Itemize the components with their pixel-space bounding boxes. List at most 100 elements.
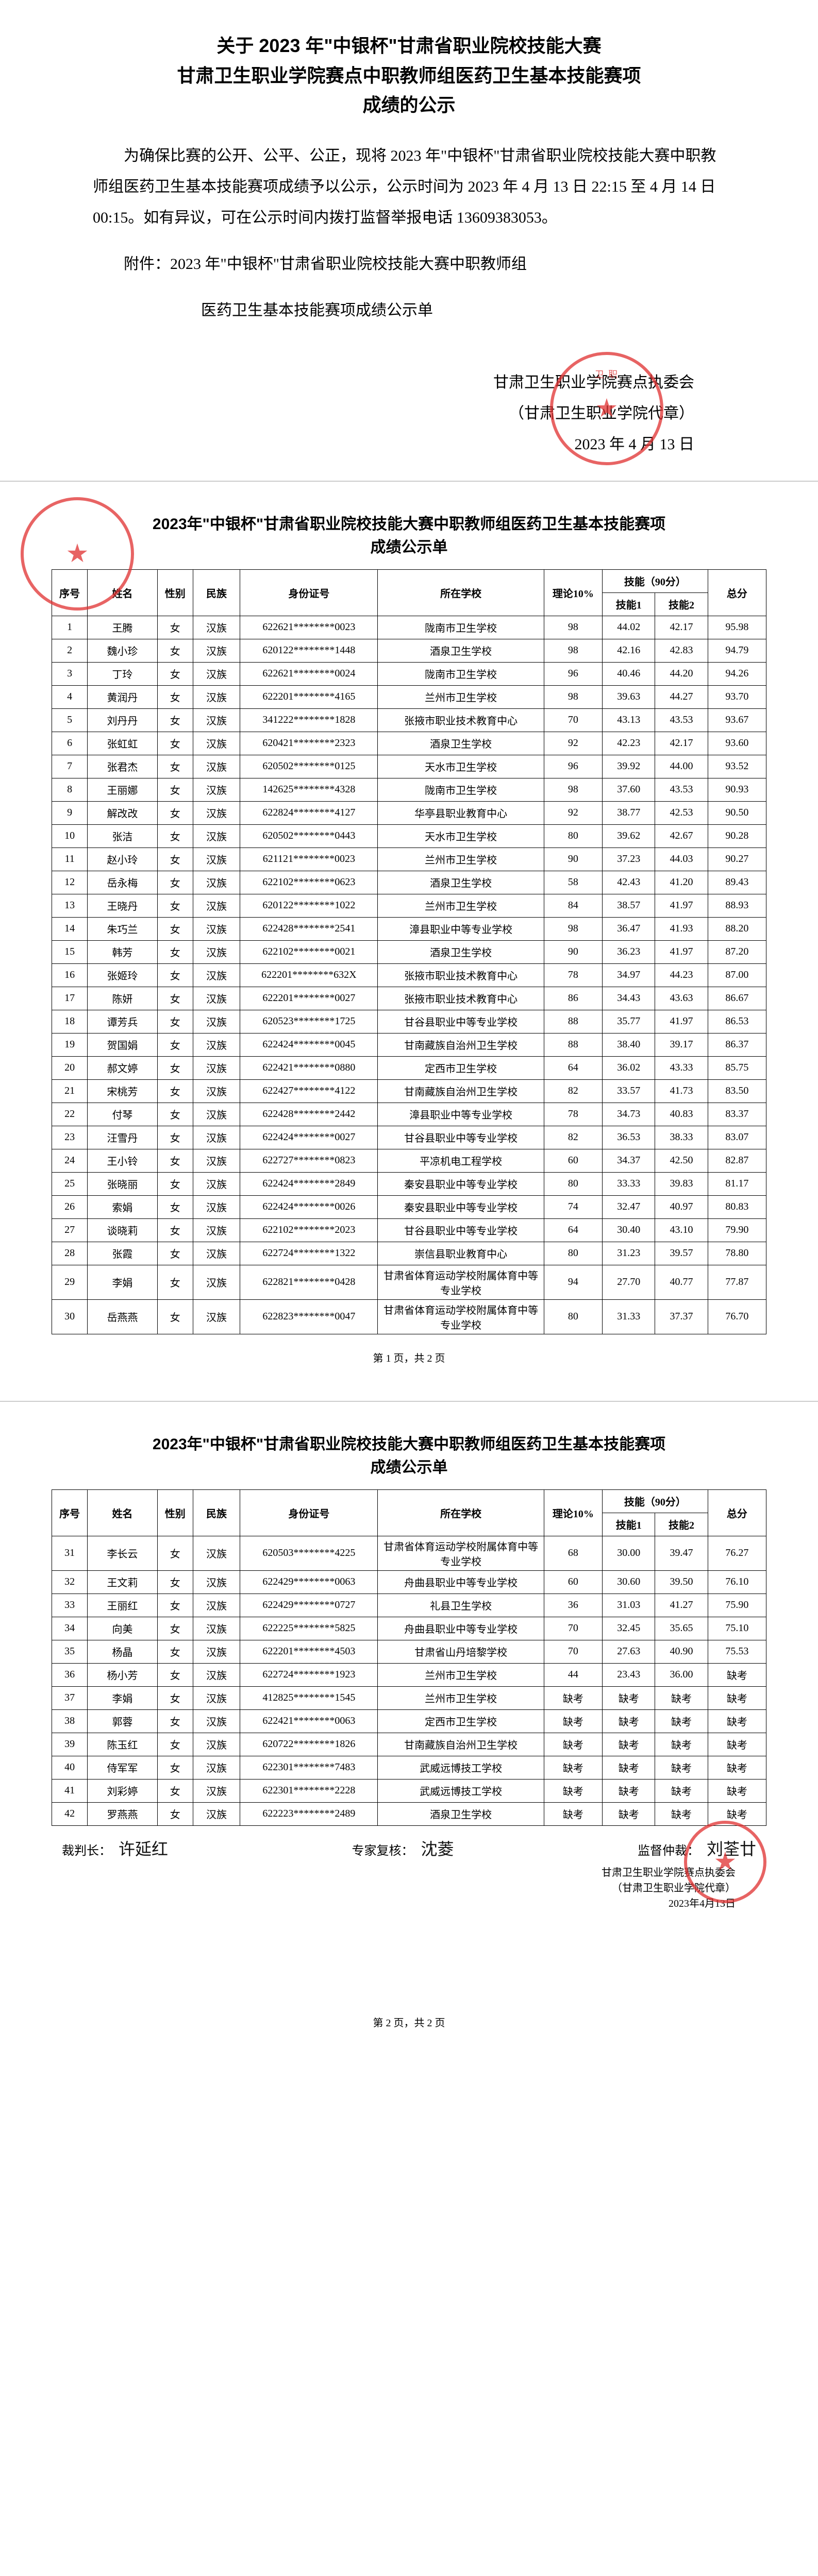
results-title2-line1: 2023年"中银杯"甘肃省职业院校技能大赛中职教师组医药卫生基本技能赛项	[52, 1433, 766, 1456]
cell-theory: 98	[544, 639, 602, 662]
cell-name: 李娟	[88, 1686, 157, 1709]
results-table-2: 序号 姓名 性别 民族 身份证号 所在学校 理论10% 技能（90分） 总分 技…	[52, 1489, 766, 1826]
cell-sk1: 36.53	[603, 1126, 655, 1149]
cell-name: 朱巧兰	[88, 917, 157, 940]
cell-seq: 39	[52, 1733, 88, 1756]
cell-total: 94.79	[708, 639, 766, 662]
cell-school: 武威远博技工学校	[378, 1779, 544, 1802]
cell-sk2: 缺考	[655, 1802, 708, 1825]
cell-sk1: 42.23	[603, 732, 655, 755]
cell-seq: 35	[52, 1640, 88, 1663]
cell-school: 华亭县职业教育中心	[378, 801, 544, 824]
h-skill-group: 技能（90分）	[603, 569, 708, 592]
cell-sk1: 32.47	[603, 1195, 655, 1218]
cell-eth: 汉族	[193, 616, 240, 639]
cell-school: 酒泉卫生学校	[378, 639, 544, 662]
cell-name: 谭芳兵	[88, 1010, 157, 1033]
cell-seq: 18	[52, 1010, 88, 1033]
cell-theory: 90	[544, 848, 602, 871]
cell-eth: 汉族	[193, 848, 240, 871]
cell-school: 崇信县职业教育中心	[378, 1242, 544, 1265]
header-row: 序号 姓名 性别 民族 身份证号 所在学校 理论10% 技能（90分） 总分	[52, 569, 766, 592]
cell-sk2: 40.97	[655, 1195, 708, 1218]
cell-sk1: 31.33	[603, 1299, 655, 1334]
cell-name: 丁玲	[88, 662, 157, 685]
cell-sk1: 38.77	[603, 801, 655, 824]
cell-id: 620122********1022	[240, 894, 378, 917]
cell-sk2: 39.50	[655, 1570, 708, 1594]
cell-total: 80.83	[708, 1195, 766, 1218]
cell-name: 贺国娟	[88, 1033, 157, 1056]
cell-seq: 15	[52, 940, 88, 963]
cell-name: 索娟	[88, 1195, 157, 1218]
table-row: 37李娟女汉族412825********1545兰州市卫生学校缺考缺考缺考缺考	[52, 1686, 766, 1709]
cell-name: 刘彩婷	[88, 1779, 157, 1802]
cell-eth: 汉族	[193, 1172, 240, 1195]
cell-sk2: 42.17	[655, 616, 708, 639]
cell-seq: 29	[52, 1265, 88, 1299]
cell-sex: 女	[157, 1195, 193, 1218]
table-row: 23汪雪丹女汉族622424********0027甘谷县职业中等专业学校823…	[52, 1126, 766, 1149]
cell-sk2: 44.23	[655, 963, 708, 987]
cell-seq: 31	[52, 1536, 88, 1570]
cell-theory: 78	[544, 963, 602, 987]
cell-sk1: 37.23	[603, 848, 655, 871]
cell-sk1: 缺考	[603, 1756, 655, 1779]
cell-name: 李长云	[88, 1536, 157, 1570]
cell-sk2: 35.65	[655, 1617, 708, 1640]
stamp-org: 甘肃卫生职业学院赛点执委会	[52, 1865, 736, 1880]
cell-name: 王丽红	[88, 1594, 157, 1617]
cell-theory: 80	[544, 1242, 602, 1265]
cell-name: 李娟	[88, 1265, 157, 1299]
cell-total: 85.75	[708, 1056, 766, 1079]
cell-school: 甘谷县职业中等专业学校	[378, 1218, 544, 1242]
cell-id: 620502********0125	[240, 755, 378, 778]
table-row: 2魏小珍女汉族620122********1448酒泉卫生学校9842.1642…	[52, 639, 766, 662]
cell-sk1: 30.40	[603, 1218, 655, 1242]
cell-total: 93.60	[708, 732, 766, 755]
table-row: 3丁玲女汉族622621********0024陇南市卫生学校9640.4644…	[52, 662, 766, 685]
cell-sex: 女	[157, 1802, 193, 1825]
cell-seq: 40	[52, 1756, 88, 1779]
table-row: 30岳燕燕女汉族622823********0047甘肃省体育运动学校附属体育中…	[52, 1299, 766, 1334]
cell-eth: 汉族	[193, 1149, 240, 1172]
cell-school: 天水市卫生学校	[378, 755, 544, 778]
cell-theory: 58	[544, 871, 602, 894]
cell-eth: 汉族	[193, 1056, 240, 1079]
cell-name: 侍军军	[88, 1756, 157, 1779]
h-sk1: 技能1	[603, 592, 655, 616]
cell-seq: 27	[52, 1218, 88, 1242]
cell-name: 陈玉红	[88, 1733, 157, 1756]
table-row: 21宋桃芳女汉族622427********4122甘南藏族自治州卫生学校823…	[52, 1079, 766, 1103]
cell-eth: 汉族	[193, 1195, 240, 1218]
cell-total: 75.10	[708, 1617, 766, 1640]
h-sk2: 技能2	[655, 1513, 708, 1536]
cell-sex: 女	[157, 1733, 193, 1756]
table-row: 16张姬玲女汉族622201********632X张掖市职业技术教育中心783…	[52, 963, 766, 987]
table-row: 38郭蓉女汉族622421********0063定西市卫生学校缺考缺考缺考缺考	[52, 1709, 766, 1733]
h-sk2: 技能2	[655, 592, 708, 616]
cell-sk1: 39.92	[603, 755, 655, 778]
cell-eth: 汉族	[193, 1103, 240, 1126]
cell-school: 定西市卫生学校	[378, 1709, 544, 1733]
cell-name: 谈晓莉	[88, 1218, 157, 1242]
cell-seq: 4	[52, 685, 88, 708]
cell-eth: 汉族	[193, 871, 240, 894]
cell-eth: 汉族	[193, 987, 240, 1010]
cell-seq: 17	[52, 987, 88, 1010]
page-footer-2: 第 2 页，共 2 页	[52, 2014, 766, 2029]
cell-id: 622102********2023	[240, 1218, 378, 1242]
cell-eth: 汉族	[193, 639, 240, 662]
cell-total: 90.93	[708, 778, 766, 801]
cell-sex: 女	[157, 1126, 193, 1149]
cell-id: 622201********632X	[240, 963, 378, 987]
cell-sk1: 34.37	[603, 1149, 655, 1172]
cell-sex: 女	[157, 685, 193, 708]
cell-sex: 女	[157, 1149, 193, 1172]
cell-sk2: 缺考	[655, 1779, 708, 1802]
cell-total: 88.20	[708, 917, 766, 940]
red-seal-icon: 卫 职	[550, 352, 663, 465]
cell-theory: 缺考	[544, 1709, 602, 1733]
cell-school: 酒泉卫生学校	[378, 940, 544, 963]
cell-school: 秦安县职业中等专业学校	[378, 1172, 544, 1195]
